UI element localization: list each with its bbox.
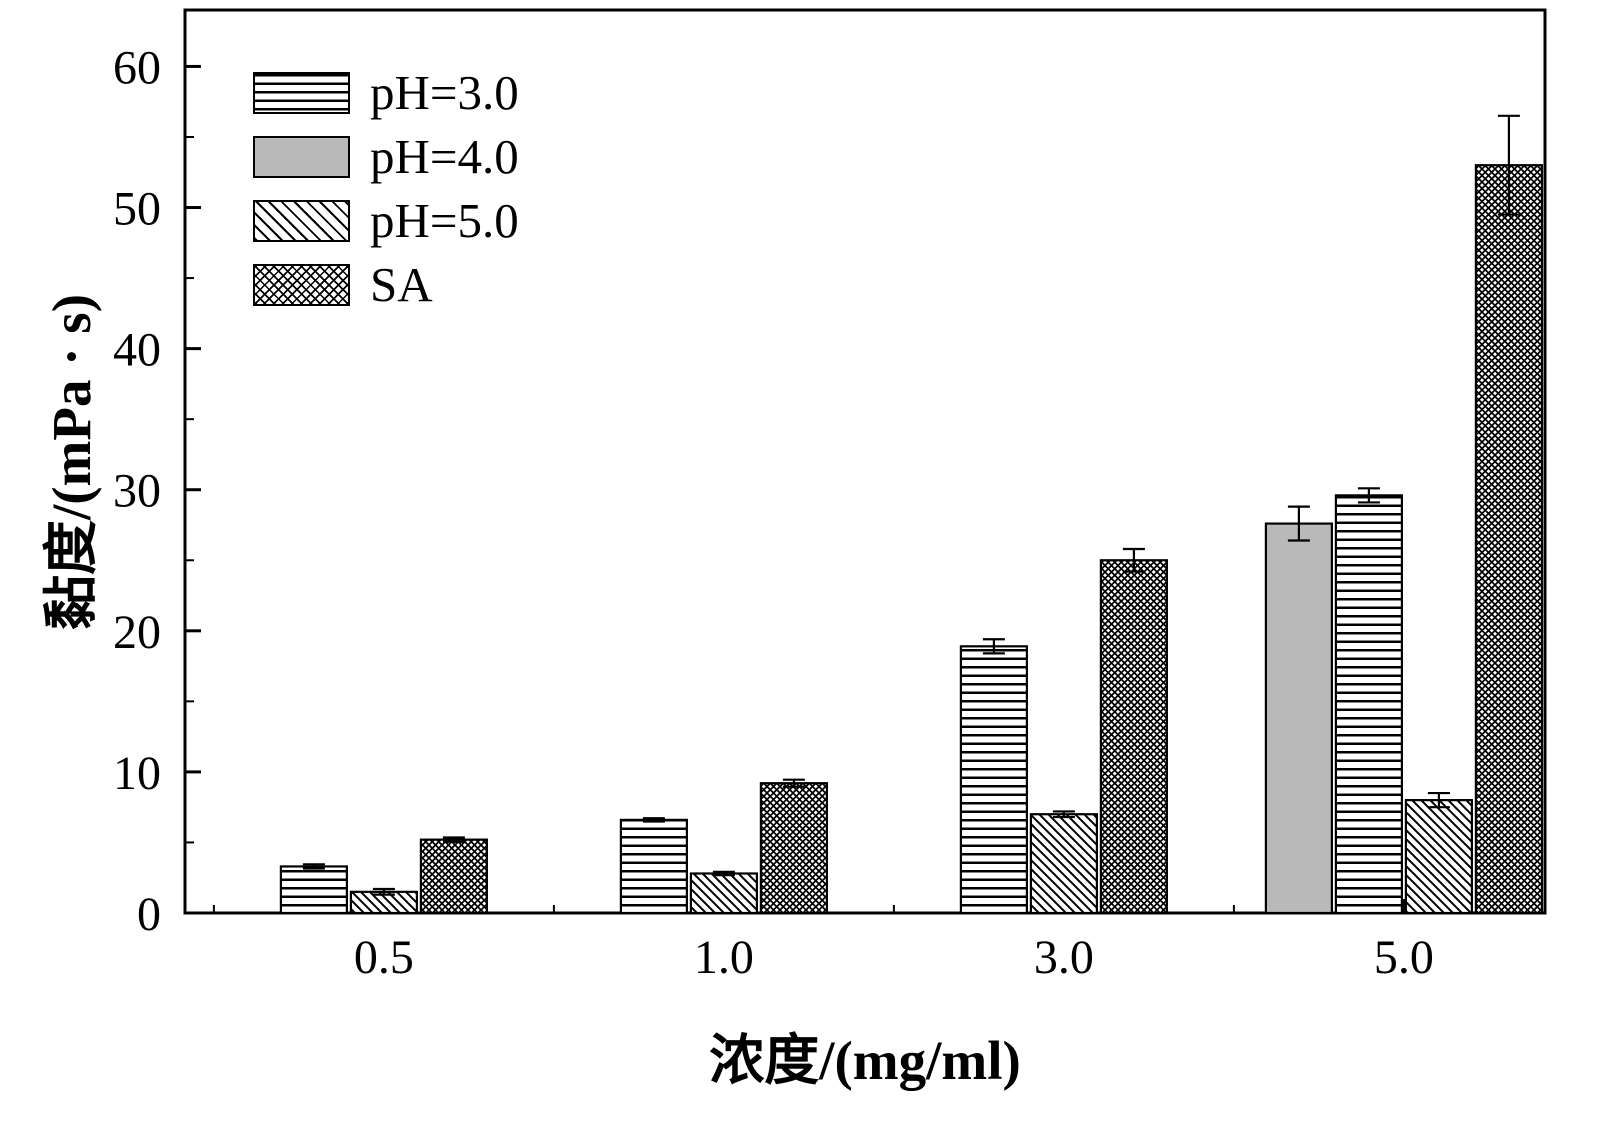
chart-legend: pH=3.0 pH=4.0 pH=5.0 SA: [253, 68, 519, 309]
legend-swatch-ph3-horizontal-stripes: [253, 71, 350, 114]
legend-swatch-sa-crosshatch: [253, 263, 350, 306]
svg-text:10: 10: [113, 747, 161, 800]
svg-text:40: 40: [113, 324, 161, 377]
svg-text:1.0: 1.0: [694, 931, 754, 984]
svg-text:0.5: 0.5: [354, 931, 414, 984]
legend-item-ph4: pH=4.0: [253, 132, 519, 181]
legend-swatch-ph5-diagonal-stripes: [253, 199, 350, 242]
svg-text:30: 30: [113, 465, 161, 518]
legend-item-ph3: pH=3.0: [253, 68, 519, 117]
svg-text:5.0: 5.0: [1374, 931, 1434, 984]
svg-text:50: 50: [113, 183, 161, 236]
y-axis-title: 黏度/(mPa · s): [41, 293, 102, 631]
legend-label-ph5: pH=5.0: [370, 193, 519, 248]
legend-swatch-ph4-solid-gray: [253, 135, 350, 178]
legend-item-ph5: pH=5.0: [253, 196, 519, 245]
legend-item-sa: SA: [253, 260, 519, 309]
legend-label-sa: SA: [370, 257, 433, 312]
svg-text:60: 60: [113, 41, 161, 94]
svg-text:20: 20: [113, 606, 161, 659]
legend-label-ph3: pH=3.0: [370, 65, 519, 120]
svg-text:3.0: 3.0: [1034, 931, 1094, 984]
x-axis-title: 浓度/(mg/ml): [709, 1030, 1021, 1091]
legend-label-ph4: pH=4.0: [370, 129, 519, 184]
svg-text:0: 0: [137, 888, 161, 941]
